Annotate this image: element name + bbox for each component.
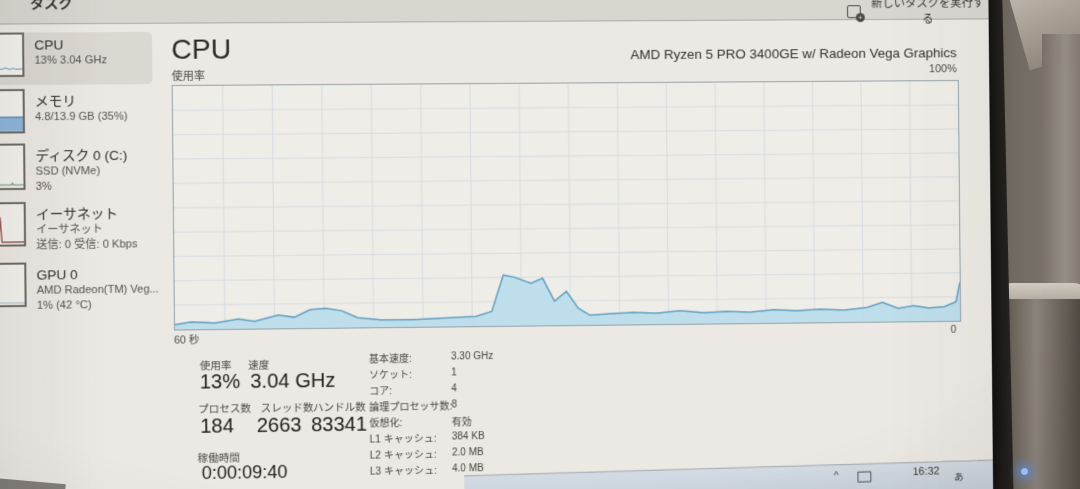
- cpu-mini-graph: [0, 32, 25, 78]
- processes-stat-value: 184: [200, 415, 235, 438]
- sidebar-item-title: CPU: [34, 37, 64, 53]
- sidebar-item-stat: 4.8/13.9 GB (35%): [34, 110, 128, 124]
- speaker-body: [1002, 299, 1080, 489]
- detail-value: 3.30 GHz: [450, 351, 494, 363]
- sidebar-item-title: GPU 0: [36, 267, 78, 283]
- threads-stat-value: 2663: [256, 414, 302, 438]
- detail-value: 有効: [451, 417, 472, 429]
- graph-usage-label: 使用率: [171, 70, 206, 84]
- background-object-column: [1042, 34, 1080, 302]
- disk-mini-graph: [0, 143, 26, 191]
- threads-stat-label: スレッド数: [260, 402, 314, 415]
- detail-value: 384 KB: [451, 430, 485, 443]
- detail-value: 4: [451, 383, 457, 395]
- detail-label: ソケット:: [368, 370, 412, 382]
- cpu-usage-graph: [171, 79, 962, 331]
- sidebar-item-cpu[interactable]: CPU 13% 3.04 GHz: [0, 31, 153, 86]
- taskbar-clock[interactable]: 16:32: [912, 465, 940, 478]
- sidebar-item-stat: AMD Radeon(TM) Veg...: [36, 283, 159, 297]
- ethernet-mini-graph: [0, 202, 27, 247]
- sidebar-item-stat: SSD (NVMe): [35, 165, 101, 178]
- detail-label: コア:: [369, 386, 393, 398]
- sidebar-item-stat: 13% 3.04 GHz: [34, 54, 108, 67]
- detail-label: 論理プロセッサ数:: [369, 401, 453, 414]
- uptime-value: 0:00:09:40: [201, 461, 288, 484]
- cpu-usage-area: [174, 270, 961, 330]
- graph-max-label: 100%: [929, 63, 957, 76]
- sidebar-item-memory[interactable]: メモリ 4.8/13.9 GB (35%): [0, 88, 153, 138]
- run-new-task-icon: [846, 4, 861, 18]
- page-title: CPU: [171, 33, 232, 65]
- handles-stat-value: 83341: [311, 413, 368, 437]
- detail-value: 4.0 MB: [452, 462, 484, 475]
- graph-zero-label: 0: [950, 323, 957, 336]
- tray-ime-badge[interactable]: あ: [953, 472, 964, 484]
- speed-stat-value: 3.04 GHz: [250, 369, 336, 393]
- sidebar-item-title: メモリ: [34, 93, 77, 110]
- memory-mini-graph: [0, 89, 26, 134]
- detail-label: L2 キャッシュ:: [369, 449, 437, 462]
- sidebar-item-stat: イーサネット: [36, 223, 103, 237]
- detail-value: 1: [451, 367, 457, 379]
- sidebar-item-stat: 3%: [35, 180, 52, 193]
- graph-window-label: 60 秒: [174, 334, 200, 347]
- sidebar-item-stat: 1% (42 °C): [36, 298, 92, 312]
- sidebar-item-disk[interactable]: ディスク 0 (C:) SSD (NVMe) 3%: [0, 143, 154, 205]
- sidebar-item-gpu[interactable]: GPU 0 AMD Radeon(TM) Veg... 1% (42 °C): [0, 261, 159, 323]
- detail-label: L1 キャッシュ:: [369, 433, 437, 446]
- sidebar-item-stat: 送信: 0 受信: 0 Kbps: [36, 237, 138, 251]
- detail-label: 仮想化:: [369, 418, 403, 430]
- sidebar-item-ethernet[interactable]: イーサネット イーサネット 送信: 0 受信: 0 Kbps: [0, 201, 154, 263]
- monitor-power-led: [1021, 468, 1028, 475]
- detail-label: 基本速度:: [368, 354, 412, 366]
- window-title-fragment: タスク: [29, 0, 73, 12]
- detail-value: 2.0 MB: [451, 446, 484, 459]
- monitor-screen: タスク 新しいタスクを実行する … CPU 13% 3.04 GHz メモリ: [0, 0, 993, 489]
- usage-stat-value: 13%: [199, 370, 241, 394]
- cpu-model-name: AMD Ryzen 5 PRO 3400GE w/ Radeon Vega Gr…: [630, 45, 957, 63]
- sidebar-item-title: ディスク 0 (C:): [35, 147, 128, 164]
- more-options-button[interactable]: …: [958, 0, 986, 6]
- detail-value: 8: [451, 399, 458, 411]
- tray-display-icon[interactable]: [857, 471, 872, 483]
- sidebar-item-title: イーサネット: [35, 206, 119, 223]
- detail-label: L3 キャッシュ:: [369, 465, 437, 478]
- cpu-details-list: 基本速度: 3.30 GHz ソケット: 1 コア: 4 論理プロセッサ数: 8 仮想化…: [369, 348, 600, 478]
- processes-stat-label: プロセス数: [198, 403, 252, 416]
- gpu-mini-graph: [0, 262, 27, 308]
- tray-chevron-icon[interactable]: ^: [833, 470, 839, 482]
- taskmanager-header: タスク 新しいタスクを実行する …: [0, 0, 989, 26]
